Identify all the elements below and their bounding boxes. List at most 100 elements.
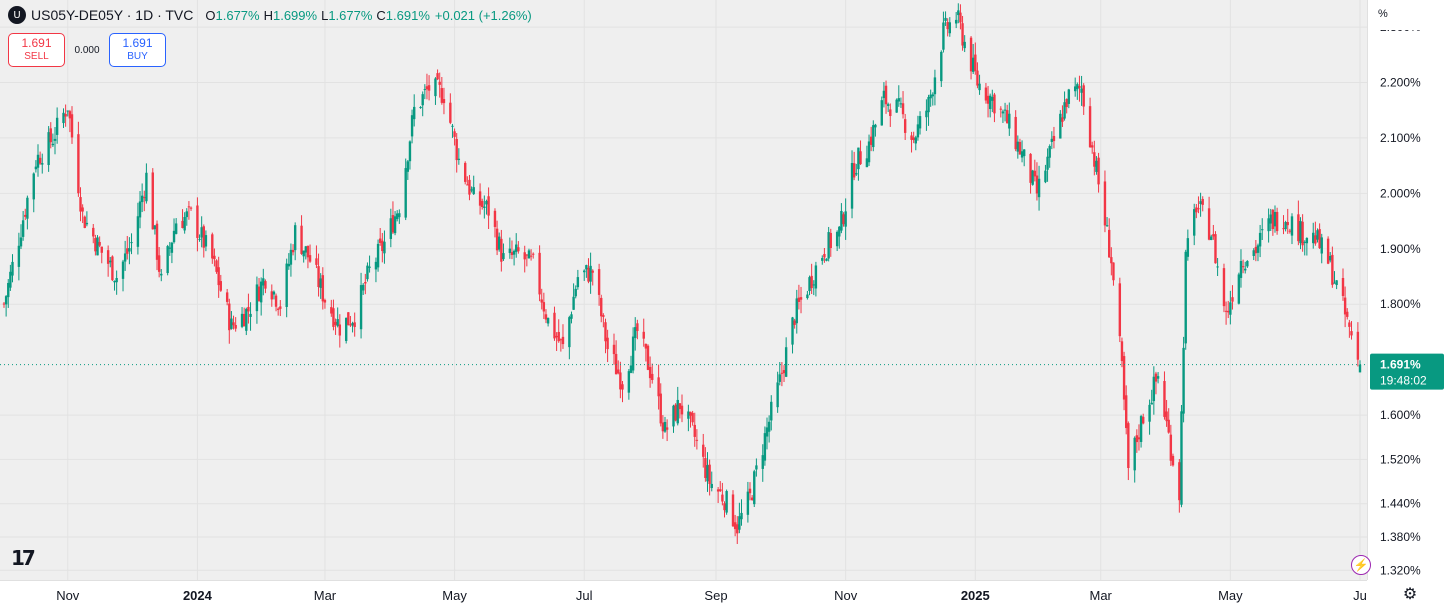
candle-body xyxy=(959,12,962,23)
candle-body xyxy=(1312,232,1315,244)
candle-body xyxy=(306,245,310,258)
candle-body xyxy=(1035,175,1039,194)
candle-body xyxy=(999,108,1003,110)
candle-body xyxy=(404,168,407,218)
candle-body xyxy=(1125,395,1128,429)
candle-body xyxy=(733,522,737,530)
candle-body xyxy=(1063,102,1066,119)
settings-icon[interactable]: ⚙ xyxy=(1402,586,1418,603)
price-scale[interactable] xyxy=(1367,0,1445,580)
candle-body xyxy=(1033,170,1037,177)
price-tick-label: 2.200% xyxy=(1380,76,1421,90)
candle-body xyxy=(170,242,174,253)
symbol-title[interactable]: US05Y-DE05Y · 1D · TVC xyxy=(31,7,194,23)
candle-body xyxy=(1195,207,1198,213)
candle-body xyxy=(651,373,654,381)
candle-body xyxy=(228,303,231,331)
open-key: O xyxy=(205,7,216,23)
candle-body xyxy=(419,107,422,109)
candle-body xyxy=(695,439,699,441)
candle-body xyxy=(954,19,958,24)
candle-body xyxy=(336,319,339,327)
candle-body xyxy=(123,253,127,262)
candle-body xyxy=(247,306,250,312)
chart-pane[interactable] xyxy=(0,0,1367,580)
candle-body xyxy=(1356,331,1360,360)
candle-body xyxy=(678,403,682,410)
sell-button[interactable]: 1.691 SELL xyxy=(8,33,65,67)
candle-body xyxy=(111,256,114,281)
sell-label: SELL xyxy=(24,51,49,62)
candle-body xyxy=(538,252,541,295)
candle-body xyxy=(1103,181,1107,226)
candle-body xyxy=(121,261,125,279)
candle-body xyxy=(842,214,845,225)
candle-body xyxy=(1052,135,1056,142)
buy-button[interactable]: 1.691 BUY xyxy=(109,33,166,67)
candle-body xyxy=(1133,437,1136,471)
candle-body xyxy=(349,324,352,326)
candle-body xyxy=(719,489,722,492)
price-tick-label: 1.800% xyxy=(1380,297,1421,311)
candle-body xyxy=(1182,347,1185,414)
candle-body xyxy=(217,267,220,286)
candle-body xyxy=(94,238,97,252)
candle-body xyxy=(927,97,930,113)
candle-body xyxy=(98,241,101,246)
candle-body xyxy=(70,114,74,138)
candle-body xyxy=(555,335,558,338)
candle-body xyxy=(865,158,869,168)
candle-body xyxy=(183,216,186,231)
candle-body xyxy=(421,94,424,106)
candle-body xyxy=(438,81,441,85)
price-tick-label: 1.520% xyxy=(1380,452,1421,466)
candle-body xyxy=(347,312,350,326)
candle-body xyxy=(1180,411,1183,505)
candle-body xyxy=(974,54,977,71)
candle-body xyxy=(570,314,573,319)
candle-body xyxy=(19,237,23,247)
tradingview-logo-icon[interactable]: 17 xyxy=(11,546,36,570)
candle-body xyxy=(799,297,803,300)
candle-body xyxy=(47,132,50,166)
candle-body xyxy=(381,240,384,252)
candle-body xyxy=(200,227,203,238)
candle-body xyxy=(1237,274,1241,304)
candle-body xyxy=(619,372,622,390)
candle-body xyxy=(515,244,518,252)
candle-body xyxy=(1150,402,1153,405)
candle-body xyxy=(621,384,624,390)
candle-body xyxy=(493,210,497,227)
candle-body xyxy=(332,308,335,327)
candle-body xyxy=(716,489,720,492)
candle-body xyxy=(1050,138,1054,142)
candle-body xyxy=(704,458,707,478)
candle-body xyxy=(9,271,12,288)
candle-body xyxy=(736,524,739,534)
candle-body xyxy=(706,465,709,482)
candle-body xyxy=(49,128,52,143)
candle-body xyxy=(1048,146,1051,158)
candle-body xyxy=(262,278,265,286)
candle-body xyxy=(614,353,618,375)
candle-body xyxy=(174,223,178,234)
candle-body xyxy=(806,294,809,299)
candle-body xyxy=(376,243,380,268)
lightning-icon[interactable]: ⚡ xyxy=(1351,555,1371,575)
candle-body xyxy=(4,296,8,305)
candle-body xyxy=(38,157,42,164)
candle-body xyxy=(723,503,726,511)
candle-body xyxy=(797,297,801,302)
time-tick-label: Ju xyxy=(1353,588,1367,603)
candle-body xyxy=(542,302,546,312)
candle-body xyxy=(143,197,146,199)
candle-body xyxy=(931,94,934,97)
scale-mode-label[interactable]: % xyxy=(1374,2,1442,30)
symbol-logo-icon: U xyxy=(8,6,26,24)
time-tick-label: Nov xyxy=(56,588,80,603)
candle-body xyxy=(1065,99,1068,108)
low-key: L xyxy=(321,7,329,23)
candle-body xyxy=(259,281,263,303)
candle-body xyxy=(81,207,84,212)
time-axis[interactable] xyxy=(0,580,1367,608)
